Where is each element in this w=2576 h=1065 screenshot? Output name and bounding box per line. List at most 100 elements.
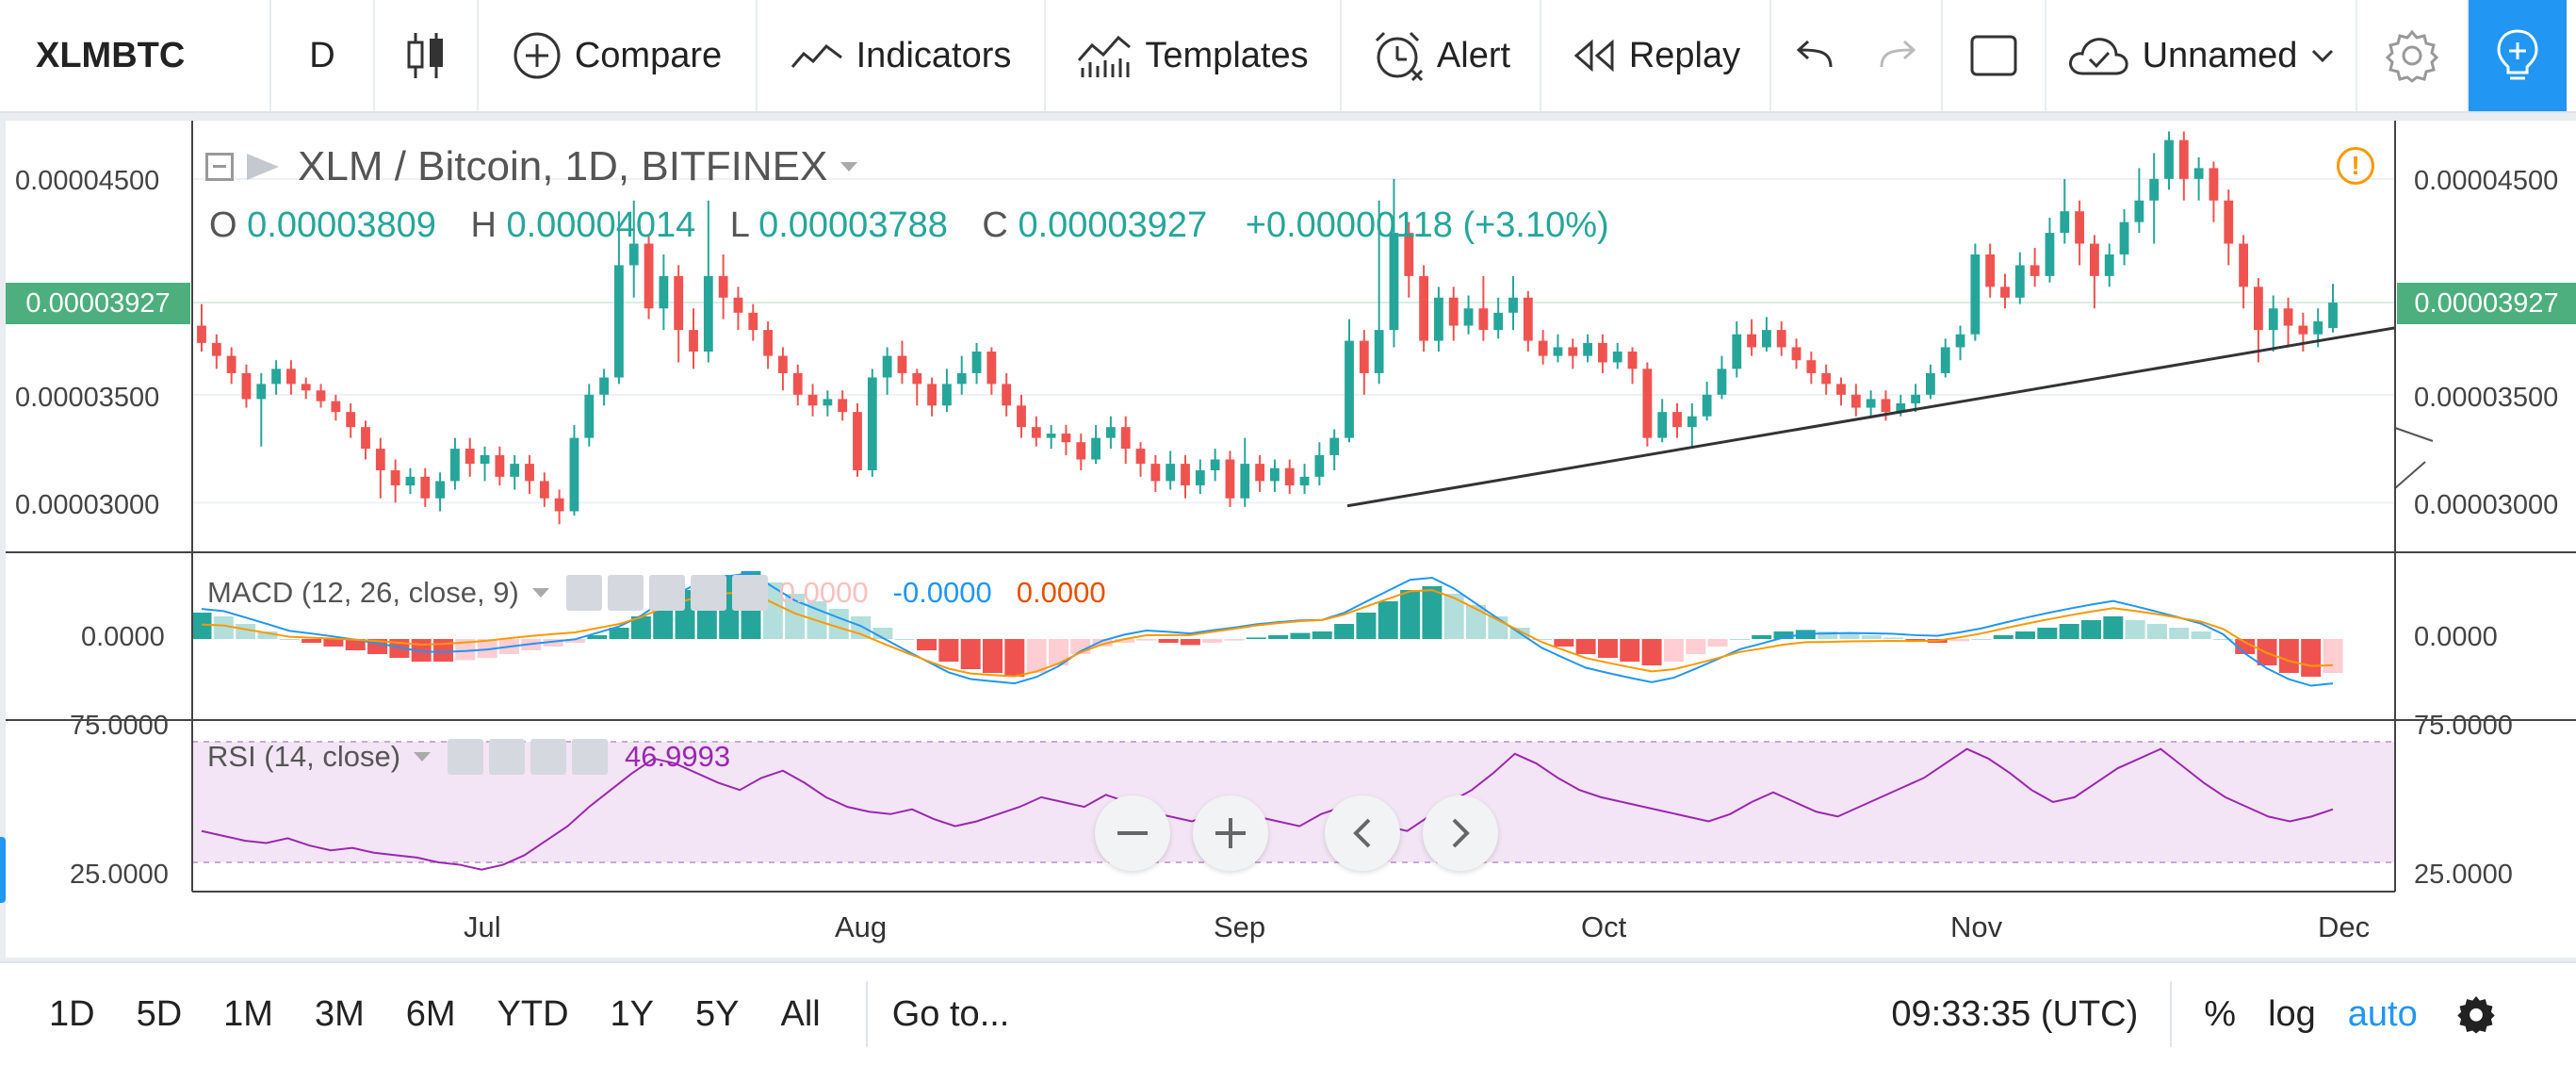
candle-body [1061, 434, 1071, 443]
zoom-out-button[interactable] [1095, 795, 1170, 871]
clock-time[interactable]: 09:33:35 (UTC) [1891, 993, 2139, 1034]
candle-body [1150, 464, 1161, 482]
candle-body [1448, 297, 1459, 326]
macd-bar [2323, 639, 2343, 673]
macd-bar [1422, 586, 1443, 639]
indicators-button[interactable]: Indicators [758, 0, 1046, 111]
redo-icon[interactable] [1878, 39, 1919, 73]
side-panel-handle[interactable] [0, 837, 6, 903]
candle-body [2060, 211, 2070, 234]
macd-bar [1224, 639, 1245, 641]
macd-bar [213, 616, 234, 639]
macd-bar [323, 639, 344, 647]
candle-body [1583, 342, 1592, 356]
range-all[interactable]: All [780, 993, 821, 1034]
range-5y[interactable]: 5Y [695, 993, 740, 1034]
goto-button[interactable]: Go to... [891, 993, 1010, 1034]
save-layout-button[interactable]: Unnamed [2046, 0, 2357, 111]
gear-icon[interactable] [607, 575, 644, 611]
candle-body [1896, 402, 1906, 413]
percent-toggle[interactable]: % [2204, 993, 2237, 1034]
log-toggle[interactable]: log [2268, 993, 2316, 1034]
time-tick: Oct [1581, 910, 1627, 943]
price-tick-right: 0.00004500 [2414, 166, 2559, 196]
warning-icon[interactable]: ! [2337, 147, 2374, 185]
title-dropdown-icon[interactable] [840, 162, 858, 172]
plus-icon[interactable] [530, 739, 567, 775]
main-legend-title[interactable]: XLM / Bitcoin, 1D, BITFINEX [205, 143, 858, 190]
candle-body [480, 454, 490, 465]
macd-bar [257, 631, 278, 639]
macd-legend[interactable]: MACD (12, 26, close, 9) 0.0000 -0.0000 0… [207, 575, 1106, 611]
candle-body [2045, 233, 2055, 276]
gear-icon[interactable] [2455, 993, 2497, 1035]
candle-body [1255, 464, 1264, 482]
range-1y[interactable]: 1Y [610, 993, 655, 1034]
range-1m[interactable]: 1M [223, 993, 273, 1034]
range-6m[interactable]: 6M [405, 993, 456, 1034]
zoom-in-button[interactable] [1193, 795, 1268, 871]
macd-bar [1686, 639, 1706, 654]
candle-body [1508, 297, 1518, 313]
candle-body [807, 394, 818, 406]
candle-body [1284, 467, 1295, 486]
macd-bar [455, 639, 476, 661]
macd-bar [1048, 639, 1068, 665]
macd-bar [1839, 632, 1860, 639]
eye-icon[interactable] [448, 739, 484, 775]
eye-icon[interactable] [565, 575, 602, 611]
macd-bar [1861, 635, 1882, 639]
collapse-icon[interactable] [205, 153, 234, 181]
chart-type-button[interactable] [375, 0, 479, 111]
rsi-dropdown-icon[interactable] [414, 752, 432, 762]
chart-container[interactable]: XLM / Bitcoin, 1D, BITFINEX O 0.00003809… [6, 121, 2576, 958]
replay-button[interactable]: Replay [1541, 0, 1771, 111]
candle-body [1031, 427, 1041, 438]
candle-body [1702, 394, 1712, 417]
candle-body [2209, 168, 2219, 201]
rsi-legend[interactable]: RSI (14, close) 46.9993 [207, 739, 730, 775]
candle-body [420, 476, 431, 499]
range-5d[interactable]: 5D [136, 993, 183, 1034]
range-ytd[interactable]: YTD [497, 993, 569, 1034]
alert-button[interactable]: Alert [1342, 0, 1541, 111]
candle-body [286, 369, 296, 385]
last-price-tag-right: 0.00003927 [2397, 283, 2576, 324]
fullscreen-button[interactable] [1943, 0, 2046, 111]
chart-canvas[interactable] [6, 121, 2576, 958]
candle-body [733, 297, 743, 313]
symbol-search[interactable]: XLMBTC [0, 0, 271, 111]
projection-arrow-bottom [2394, 461, 2426, 489]
compare-button[interactable]: Compare [479, 0, 758, 111]
signal-line [201, 589, 2334, 678]
candle-body [2000, 287, 2010, 298]
flag-icon[interactable] [247, 154, 279, 180]
undo-icon[interactable] [1793, 39, 1834, 73]
macd-bar [1114, 639, 1134, 643]
plus-icon[interactable] [690, 575, 726, 611]
ideas-button[interactable] [2469, 0, 2567, 111]
auto-toggle[interactable]: auto [2347, 993, 2418, 1034]
candle-body [1314, 454, 1325, 477]
close-icon[interactable] [731, 575, 768, 611]
interval-button[interactable]: D [271, 0, 375, 111]
candle-body [1091, 437, 1101, 460]
candle-body [867, 377, 877, 470]
scroll-left-button[interactable] [1325, 795, 1400, 871]
macd-bar [2125, 620, 2145, 639]
macd-dropdown-icon[interactable] [531, 588, 549, 598]
macd-bar [1400, 590, 1421, 639]
candle-body [986, 352, 997, 385]
gear-icon[interactable] [489, 739, 526, 775]
settings-button[interactable] [2357, 0, 2469, 111]
source-icon[interactable] [648, 575, 685, 611]
range-3m[interactable]: 3M [314, 993, 365, 1034]
close-icon[interactable] [572, 739, 609, 775]
range-1d[interactable]: 1D [49, 993, 95, 1034]
scroll-right-button[interactable] [1423, 795, 1498, 871]
chevron-right-icon [1452, 818, 1470, 848]
macd-bar [1158, 639, 1179, 643]
candle-body [2164, 139, 2174, 179]
trend-line[interactable] [1346, 326, 2396, 508]
templates-button[interactable]: Templates [1046, 0, 1342, 111]
